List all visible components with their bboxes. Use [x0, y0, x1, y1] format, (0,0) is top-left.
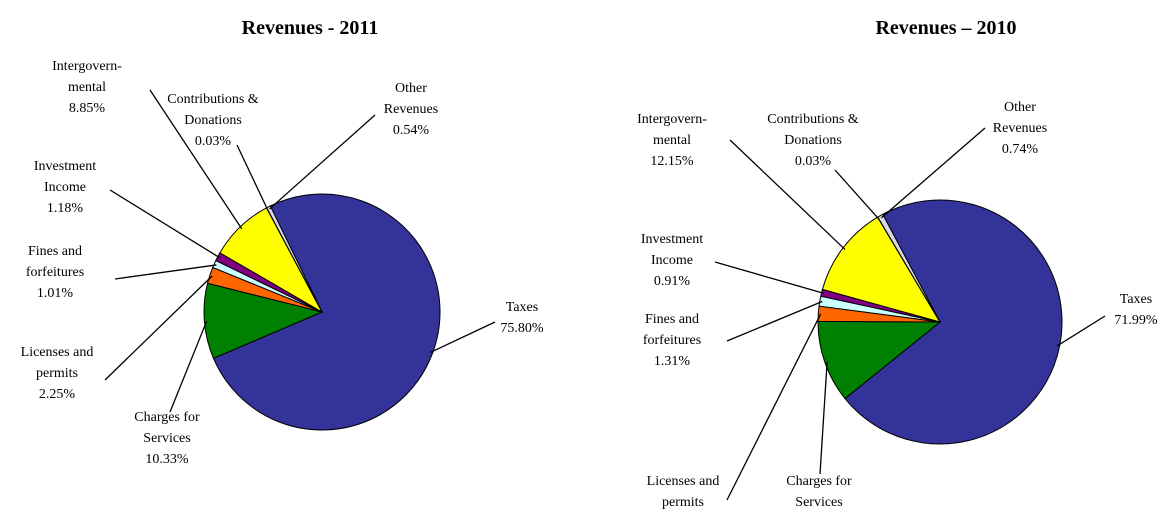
slice-value: 0.74% — [1002, 142, 1039, 157]
leader-line — [430, 321, 496, 353]
slice-label: Intergovern-mental — [52, 59, 122, 95]
leader-line — [114, 264, 217, 280]
slice-value: 8.85% — [69, 101, 106, 116]
chart-title: Revenues – 2010 — [875, 17, 1016, 39]
slice-label: Charges for Services — [786, 474, 852, 510]
pie-slice — [877, 213, 941, 323]
slice-label: Intergovern-mental — [637, 112, 707, 148]
leader-line — [149, 89, 243, 230]
slice-value: 71.99% — [1114, 313, 1158, 328]
leader-line — [104, 275, 213, 381]
leader-line — [236, 144, 269, 211]
slice-label: Licenses and permits — [647, 474, 720, 510]
leader-line — [819, 361, 828, 475]
slice-label: Licenses and permits — [21, 345, 94, 381]
slice-value: 0.03% — [795, 154, 832, 169]
leader-line — [714, 261, 825, 294]
slice-value: 1.01% — [37, 286, 74, 301]
slice-label: Investment Income — [641, 232, 703, 268]
slice-label: Other Revenues — [384, 81, 438, 117]
slice-label: Contributions & Donations — [167, 92, 259, 128]
leader-line — [726, 313, 822, 501]
chart-title: Revenues - 2011 — [242, 17, 379, 39]
slice-label: Fines and forfeitures — [643, 312, 701, 348]
leader-line — [269, 114, 376, 210]
slice-value: 12.15% — [650, 154, 694, 169]
slice-label: Taxes — [506, 300, 538, 315]
pie-slice — [266, 205, 323, 313]
slice-label: Charges for Services — [134, 410, 200, 446]
slice-label: Other Revenues — [993, 100, 1047, 136]
slice-label: Fines and forfeitures — [26, 244, 84, 280]
leader-line — [1056, 315, 1106, 347]
leader-line — [834, 169, 880, 220]
leader-line — [169, 320, 208, 413]
slice-value: 1.18% — [47, 201, 84, 216]
leader-line — [109, 189, 221, 259]
pie-slice — [212, 193, 441, 431]
slice-label: Taxes — [1120, 292, 1152, 307]
slice-value: 2.25% — [39, 387, 76, 402]
slice-value: 0.54% — [393, 123, 430, 138]
slice-value: 10.33% — [145, 452, 189, 467]
pie-slice — [817, 320, 942, 400]
slice-value: 0.03% — [195, 134, 232, 149]
pie-slice — [844, 199, 1063, 445]
slice-label: Contributions & Donations — [767, 112, 859, 148]
leader-line — [881, 127, 986, 219]
slice-value: 0.91% — [654, 274, 691, 289]
leader-line — [726, 300, 823, 342]
slice-value: 1.31% — [654, 354, 691, 369]
slice-value: 75.80% — [500, 321, 544, 336]
slice-label: Investment Income — [34, 159, 96, 195]
leader-line — [729, 139, 846, 250]
pie-slice — [203, 282, 324, 359]
